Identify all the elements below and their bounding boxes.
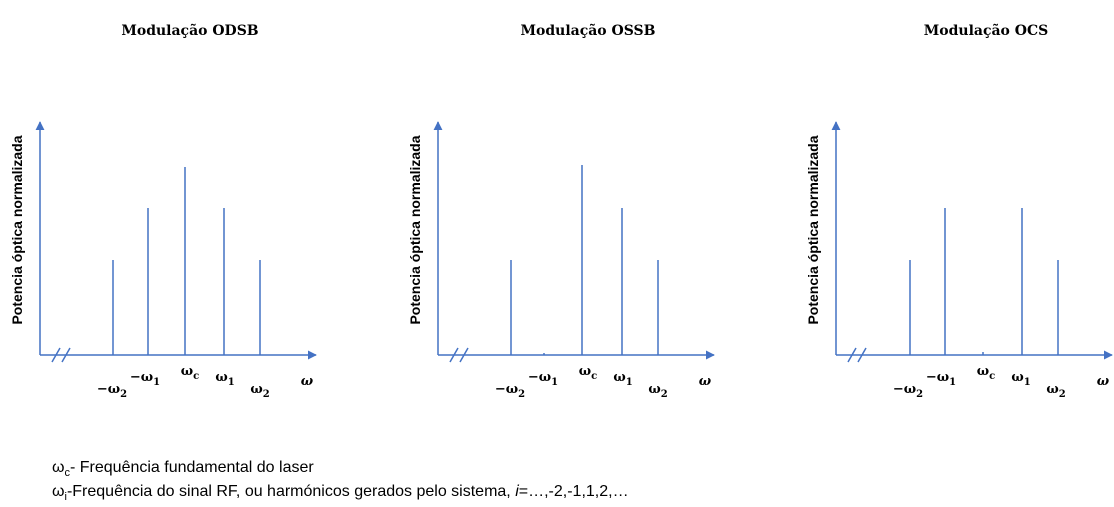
tick-label: ω2 <box>1046 382 1065 400</box>
index-range: =…,-2,-1,1,2,… <box>519 483 629 500</box>
tick-base: ω <box>579 364 591 379</box>
panel: Modulação OSSB Potencia óptica normalizad… <box>407 22 715 400</box>
tick-base: −ω <box>528 370 551 385</box>
tick-sub: 2 <box>263 389 270 400</box>
tick-label: ω2 <box>250 382 269 400</box>
tick-label: ω1 <box>215 370 234 388</box>
tick-base: −ω <box>926 370 949 385</box>
symbol-sub: i <box>65 491 67 503</box>
tick-base: ω <box>977 364 989 379</box>
tick-sub: 2 <box>120 389 127 400</box>
tick-label: ωc <box>579 364 597 382</box>
legend-line: ωc- Frequência fundamental do laser <box>52 459 314 479</box>
description: -Frequência do sinal RF, ou harmónicos g… <box>67 483 515 500</box>
tick-base: −ω <box>97 382 120 397</box>
x-axis-label: ω <box>301 374 314 389</box>
panel-title: Modulação ODSB <box>121 22 258 39</box>
axis-break <box>847 347 857 363</box>
x-axis-label: ω <box>1097 374 1110 389</box>
tick-sub: 2 <box>916 389 923 400</box>
panel-title: Modulação OCS <box>924 22 1048 39</box>
axis-break <box>51 347 61 363</box>
tick-base: ω <box>1011 370 1023 385</box>
axis-break <box>61 347 71 363</box>
tick-sub: c <box>591 371 597 382</box>
tick-base: ω <box>181 364 193 379</box>
tick-label: ω1 <box>613 370 632 388</box>
tick-sub: 1 <box>626 377 633 388</box>
tick-sub: c <box>989 371 995 382</box>
tick-label: ω1 <box>1011 370 1030 388</box>
tick-label: −ω1 <box>528 370 558 388</box>
symbol-sub: c <box>65 467 71 479</box>
tick-sub: 1 <box>153 377 160 388</box>
legend-line: ωi-Frequência do sinal RF, ou harmónicos… <box>52 483 629 503</box>
tick-base: ω <box>1046 382 1058 397</box>
tick-label: −ω1 <box>926 370 956 388</box>
symbol: ω <box>52 483 65 500</box>
axis-break <box>857 347 867 363</box>
tick-sub: 2 <box>661 389 668 400</box>
tick-sub: 2 <box>1059 389 1066 400</box>
tick-label: −ω2 <box>97 382 127 400</box>
y-axis-label: Potencia óptica normalizada <box>407 135 423 324</box>
tick-label: −ω1 <box>130 370 160 388</box>
tick-label: ωc <box>181 364 199 382</box>
tick-sub: 1 <box>228 377 235 388</box>
axis-break <box>449 347 459 363</box>
tick-base: −ω <box>893 382 916 397</box>
tick-label: −ω2 <box>893 382 923 400</box>
symbol: ω <box>52 459 65 476</box>
tick-sub: 1 <box>1024 377 1031 388</box>
y-axis-label: Potencia óptica normalizada <box>9 135 25 324</box>
y-axis-label: Potencia óptica normalizada <box>805 135 821 324</box>
panel: Modulação OCS Potencia óptica normalizada… <box>805 22 1113 400</box>
x-axis-label: ω <box>699 374 712 389</box>
index: i <box>515 483 519 500</box>
tick-sub: 2 <box>518 389 525 400</box>
axis-break <box>459 347 469 363</box>
description: - Frequência fundamental do laser <box>70 459 314 476</box>
tick-base: −ω <box>495 382 518 397</box>
tick-base: ω <box>613 370 625 385</box>
tick-label: ω2 <box>648 382 667 400</box>
panel-title: Modulação OSSB <box>521 22 656 39</box>
tick-sub: 1 <box>949 377 956 388</box>
tick-base: −ω <box>130 370 153 385</box>
panel: Modulação ODSB Potencia óptica normalizad… <box>9 22 317 400</box>
tick-sub: c <box>193 371 199 382</box>
tick-sub: 1 <box>551 377 558 388</box>
tick-label: −ω2 <box>495 382 525 400</box>
tick-label: ωc <box>977 364 995 382</box>
tick-base: ω <box>215 370 227 385</box>
tick-base: ω <box>648 382 660 397</box>
tick-base: ω <box>250 382 262 397</box>
